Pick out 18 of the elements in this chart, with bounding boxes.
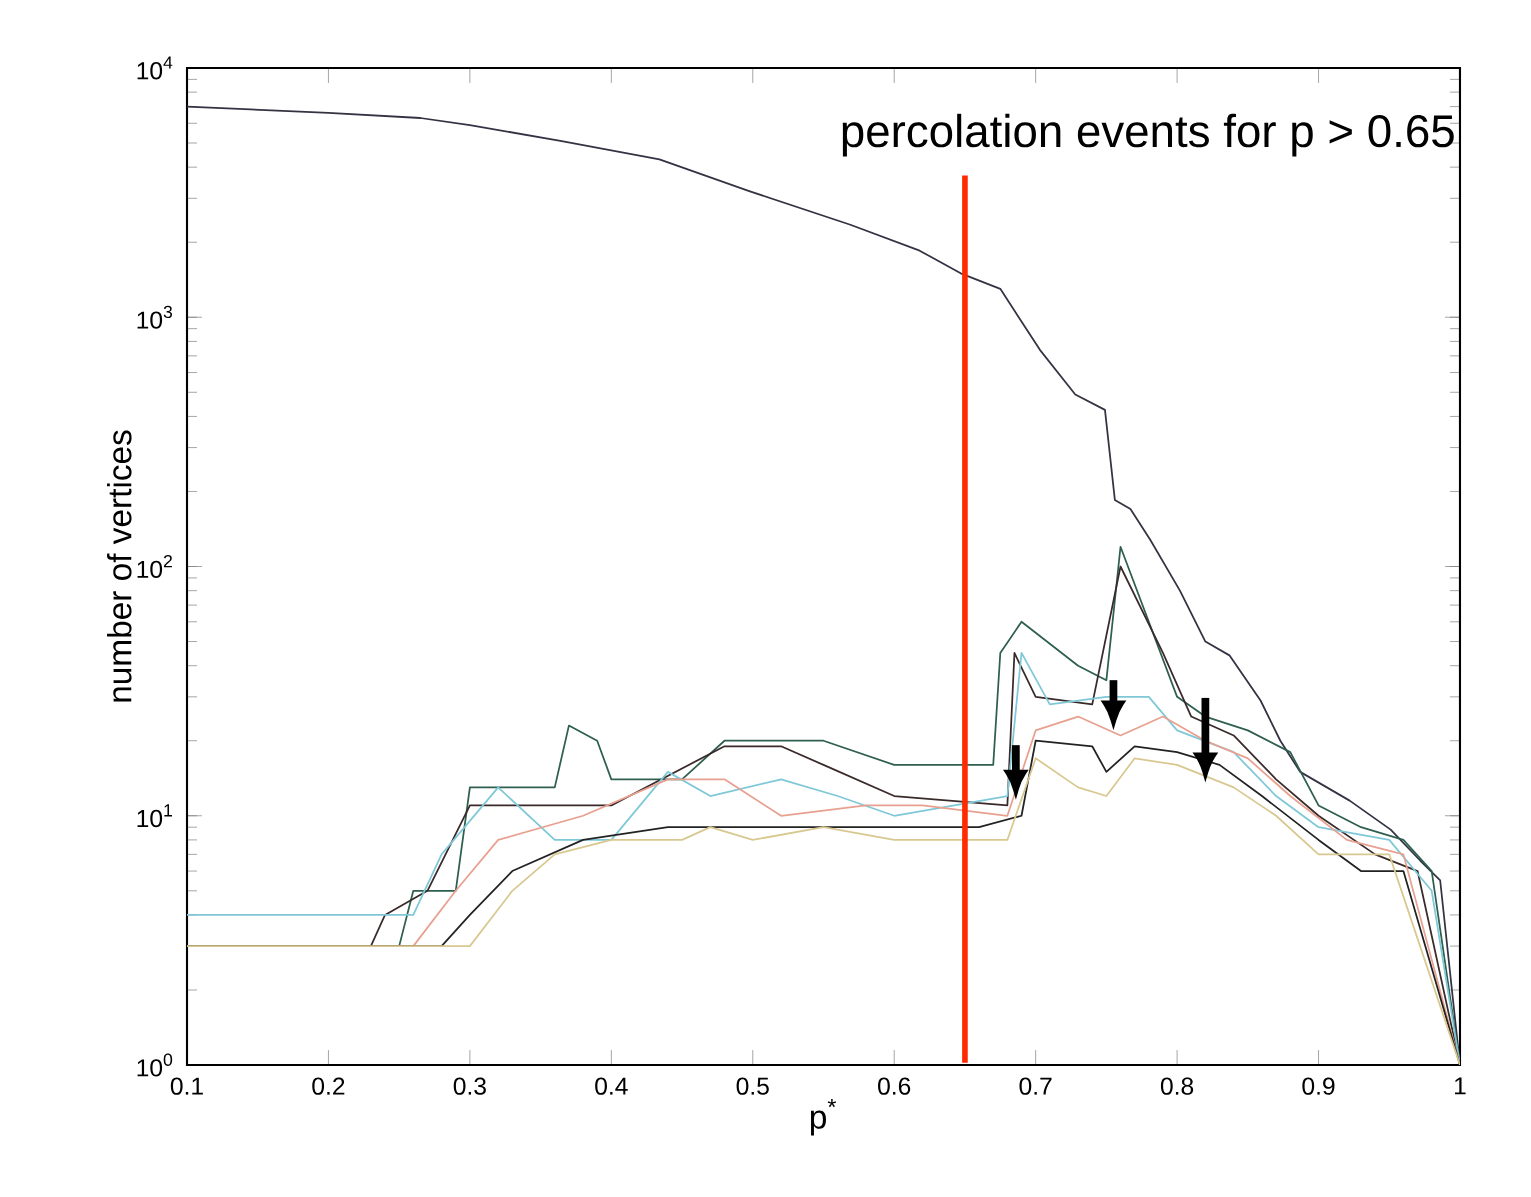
x-tick-label: 0.1 (170, 1077, 203, 1095)
x-tick-label: 0.7 (1019, 1077, 1052, 1095)
x-tick-label: 1 (1455, 1077, 1466, 1095)
annotation: percolation events for p > 0.65 (842, 113, 1454, 157)
x-tick-label: 0.2 (312, 1077, 345, 1095)
y-tick-label: 10$^{3}$ (137, 305, 173, 329)
y-tick-label: 10$^{1}$ (137, 804, 172, 828)
y-tick-label: 10$^{4}$ (137, 56, 173, 80)
x-tick-label: 0.8 (1160, 1077, 1194, 1095)
y-tick-label: 10$^{2}$ (137, 554, 172, 579)
y-tick-label: 10$^{0}$ (137, 1053, 173, 1077)
x-tick-label: 0.4 (595, 1077, 628, 1095)
x-axis-title: p$^{*}$ (810, 1098, 837, 1136)
y-axis-title: number of vertices (107, 430, 132, 702)
x-tick-label: 0.9 (1302, 1077, 1335, 1095)
x-tick-label: 0.5 (736, 1077, 769, 1095)
x-tick-label: 0.3 (453, 1077, 486, 1095)
x-tick-label: 0.6 (878, 1077, 911, 1095)
